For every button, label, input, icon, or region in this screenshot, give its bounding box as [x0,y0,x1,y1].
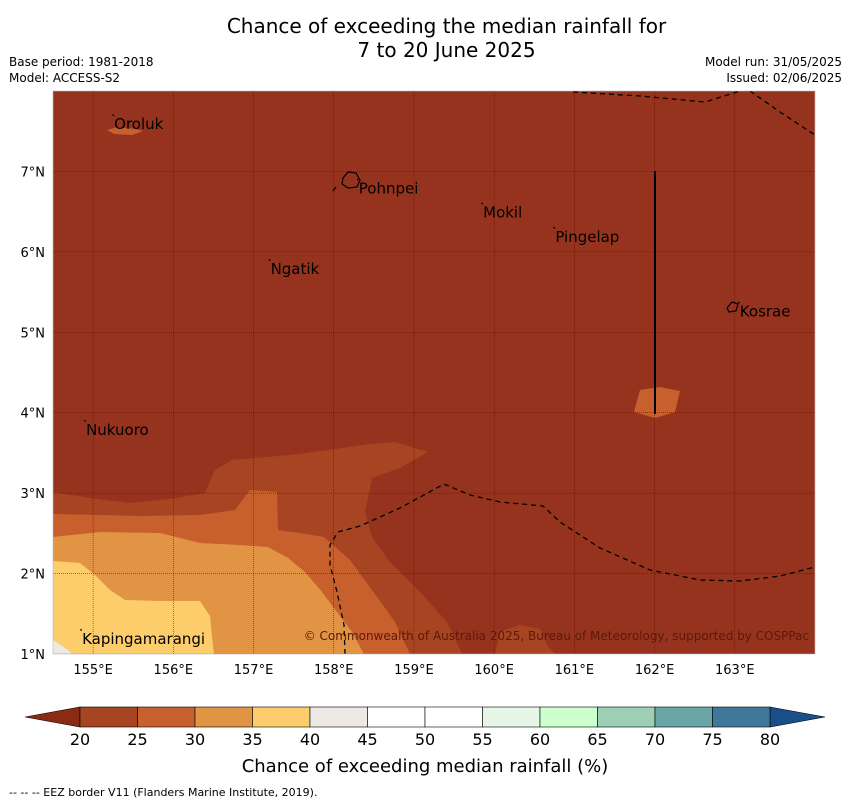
longitude-axis: 155°E 156°E 157°E 158°E 159°E 160°E 161°E 162°E… [73,663,754,678]
field-35-40 [53,561,214,654]
place-marker [356,178,359,181]
lat-tick-label: 2°N [21,568,46,583]
lon-tick-label: 158°E [314,663,354,678]
colorbar-tick-label: 30 [185,730,205,749]
meta-left: Base period: 1981-2018 Model: ACCESS-S2 [9,54,154,86]
pohnpei-reef-dash [332,186,337,192]
colorbar-bin [367,706,426,728]
lon-tick-label: 157°E [234,663,274,678]
map-title: Chance of exceeding the median rainfall … [0,14,850,62]
place-label: Kapingamarangi [82,630,205,648]
place-marker [268,259,271,261]
lat-tick-label: 7°N [21,165,46,180]
colorbar-tick-label: 40 [300,730,320,749]
colorbar-tick-label: 60 [530,730,550,749]
lat-tick-label: 1°N [21,648,46,663]
place-label: Nukuoro [86,421,149,439]
issued-date: Issued: 02/06/2025 [726,71,842,85]
copyright-notice: © Commonwealth of Australia 2025, Bureau… [304,629,809,643]
colorbar-bin [252,706,311,728]
pohnpei-island-outline [341,171,361,189]
place-marker [80,628,82,631]
map-area: Oroluk Pohnpei Mokil Pingelap Ngatik Kosrae Nu… [53,91,815,654]
colorbar-bin [712,706,771,728]
place-marker [84,419,86,422]
colorbar-title: Chance of exceeding median rainfall (%) [242,756,609,777]
colorbar-tick-label: 45 [357,730,377,749]
lat-tick-label: 6°N [21,246,46,261]
place-label: Ngatik [271,260,320,278]
place-label: Mokil [483,204,522,222]
place-labels: Oroluk Pohnpei Mokil Pingelap Ngatik Kosrae Nu… [80,114,790,648]
colorbar-tick-label: 25 [127,730,147,749]
colorbar-under-arrow [24,706,81,728]
colorbar-bin [654,706,713,728]
place-marker [481,202,484,205]
model-name: Model: ACCESS-S2 [9,71,121,85]
colorbar-labels: 20 25 30 35 40 45 50 55 60 65 70 75 80 [70,730,780,749]
colorbar-tick-label: 65 [587,730,607,749]
colorbar-tick-label: 20 [70,730,90,749]
base-period: Base period: 1981-2018 [9,55,154,69]
eez-border-north [572,91,815,136]
eez-legend-note: -- -- -- EEZ border V11 (Flanders Marine… [9,786,318,799]
place-marker [112,114,115,117]
lon-tick-label: 155°E [73,663,113,678]
colorbar-tick-label: 55 [472,730,492,749]
colorbar-tick-label: 50 [415,730,435,749]
lon-tick-label: 163°E [715,663,755,678]
place-label: Pohnpei [359,179,419,197]
oroluk-atoll-shape [107,127,143,135]
colorbar-bin [539,706,598,728]
colorbar-tick-label: 80 [760,730,780,749]
colorbar-tick-label: 70 [645,730,665,749]
field-20-25-east [495,625,555,654]
place-marker [737,301,740,304]
colorbar-bin [79,706,138,728]
place-marker [553,226,556,229]
colorbar-bin [482,706,541,728]
meta-right: Model run: 31/05/2025 Issued: 02/06/2025 [705,54,842,86]
eez-border-south [329,483,815,654]
colorbar-bins [79,706,771,728]
lon-tick-label: 161°E [555,663,595,678]
lon-tick-label: 162°E [635,663,675,678]
lon-tick-label: 160°E [474,663,514,678]
colorbar-bin [597,706,656,728]
lat-tick-label: 4°N [21,407,46,422]
lon-tick-label: 159°E [394,663,434,678]
field-25-30-blob [634,387,680,418]
lat-tick-label: 3°N [21,487,46,502]
graticule [53,91,815,654]
colorbar-bin [137,706,196,728]
place-label: Kosrae [740,303,791,321]
colorbar-tick-label: 35 [242,730,262,749]
colorbar-bin [424,706,483,728]
field-40-45 [53,640,72,654]
colorbar-tick-label: 75 [702,730,722,749]
colorbar-bin [309,706,368,728]
colorbar: 20 25 30 35 40 45 50 55 60 65 70 75 80 Chance of exc… [24,706,826,777]
kosrae-island-outline [726,301,739,313]
lon-tick-label: 156°E [154,663,194,678]
title-line-1: Chance of exceeding the median rainfall … [226,14,667,38]
title-line-2: 7 to 20 June 2025 [357,38,536,62]
lat-tick-label: 5°N [21,326,46,341]
colorbar-bin [194,706,253,728]
map-frame [52,90,816,655]
latitude-axis: 7°N 6°N 5°N 4°N 3°N 2°N 1°N [21,165,46,663]
model-run: Model run: 31/05/2025 [704,55,842,69]
colorbar-over-arrow [769,706,826,728]
place-label: Pingelap [555,228,619,246]
place-label: Oroluk [114,115,163,133]
